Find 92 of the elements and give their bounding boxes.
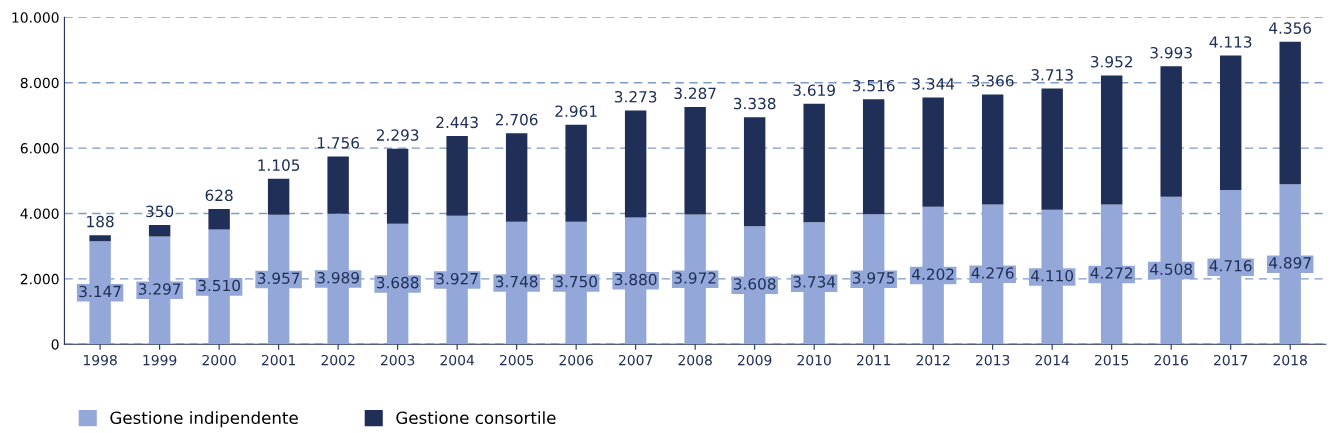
data-label: 628 [205,189,233,202]
x-tick-label: 1998 [83,354,117,366]
data-label: 3.297 [138,283,181,295]
bar [386,148,409,224]
x-tick-label: 2010 [797,354,831,366]
data-label: 3.344 [912,78,955,90]
data-label: 3.366 [971,74,1014,87]
data-label: 4.276 [971,267,1014,279]
x-tick-label: 2008 [678,354,712,366]
bar [1279,41,1301,185]
data-label: 3.338 [733,97,776,110]
data-label: 3.975 [852,272,895,284]
bar [505,133,528,222]
y-tick-label: 2.000 [20,273,59,285]
data-label: 2.706 [495,113,538,126]
data-label: 4.113 [1209,36,1252,48]
data-label: 4.356 [1269,22,1312,34]
x-tick-label: 2002 [321,354,355,366]
bar [743,117,766,227]
data-label: 3.619 [793,84,835,96]
data-label: 3.713 [1031,69,1073,81]
data-label: 3.516 [852,79,895,92]
data-label: 4.110 [1031,269,1074,282]
bar [565,124,587,222]
data-label: 3.952 [1090,55,1133,68]
data-label: 3.989 [317,271,359,284]
x-tick-label: 2001 [261,354,296,366]
x-tick-label: 2012 [916,354,950,366]
data-label: 1.756 [317,137,360,149]
bar [922,97,944,207]
x-tick-label: 2004 [440,354,475,366]
data-label: 3.608 [733,278,776,290]
bar [862,99,885,215]
legend-label: Gestione indipendente [110,411,298,428]
bar [446,135,468,216]
data-label: 2.961 [555,105,597,117]
bar [267,178,290,215]
bar [1219,55,1242,191]
legend-label: Gestione consortile [396,411,556,425]
x-tick-label: 2017 [1214,354,1248,366]
x-tick-label: 2015 [1095,354,1129,366]
bar [89,235,111,242]
x-tick-label: 2009 [738,354,772,366]
data-label: 3.927 [436,272,478,285]
bar [684,106,706,215]
bar [327,156,349,214]
data-label: 3.287 [674,87,716,100]
y-tick-label: 6.000 [20,143,59,154]
bar [624,110,647,218]
x-tick-label: 2005 [499,354,534,366]
data-label: 2.293 [376,129,419,141]
x-tick-label: 2006 [559,354,593,366]
x-tick-label: 2016 [1154,354,1188,366]
bar [1041,88,1063,210]
data-label: 3.750 [555,275,597,288]
data-label: 350 [146,205,174,218]
bar [803,103,825,223]
data-label: 4.202 [912,268,954,280]
x-tick-label: 1999 [143,354,177,366]
data-label: 3.273 [614,90,657,103]
data-label: 3.510 [198,279,240,292]
data-label: 4.716 [1209,260,1252,272]
bar [1160,66,1182,197]
y-tick-label: 10.000 [12,12,59,23]
y-tick-label: 4.000 [20,208,59,219]
data-label: 1.105 [258,159,300,171]
data-label: 3.880 [614,273,657,286]
data-label: 4.897 [1269,257,1311,269]
x-tick-label: 2000 [202,354,236,366]
x-tick-label: 2018 [1273,354,1307,366]
data-label: 4.508 [1150,263,1193,275]
bar [208,208,230,230]
data-label: 3.147 [79,285,121,298]
x-tick-label: 2013 [976,354,1010,366]
bar [1100,75,1123,205]
data-label: 3.957 [257,272,300,284]
bar [148,225,171,237]
bar [981,94,1004,205]
data-label: 3.688 [376,276,419,289]
x-tick-label: 2003 [380,354,415,366]
data-label: 3.734 [793,276,836,288]
y-tick-label: 0 [51,339,59,350]
data-label: 188 [87,215,114,228]
x-tick-label: 2014 [1035,354,1070,366]
x-tick-label: 2007 [619,354,653,366]
data-label: 3.748 [495,275,538,288]
x-tick-label: 2011 [857,354,891,366]
data-label: 3.993 [1150,46,1192,59]
data-label: 3.972 [674,272,716,284]
y-tick-label: 8.000 [20,77,59,89]
data-label: 4.272 [1090,267,1133,279]
data-label: 2.443 [436,116,478,129]
